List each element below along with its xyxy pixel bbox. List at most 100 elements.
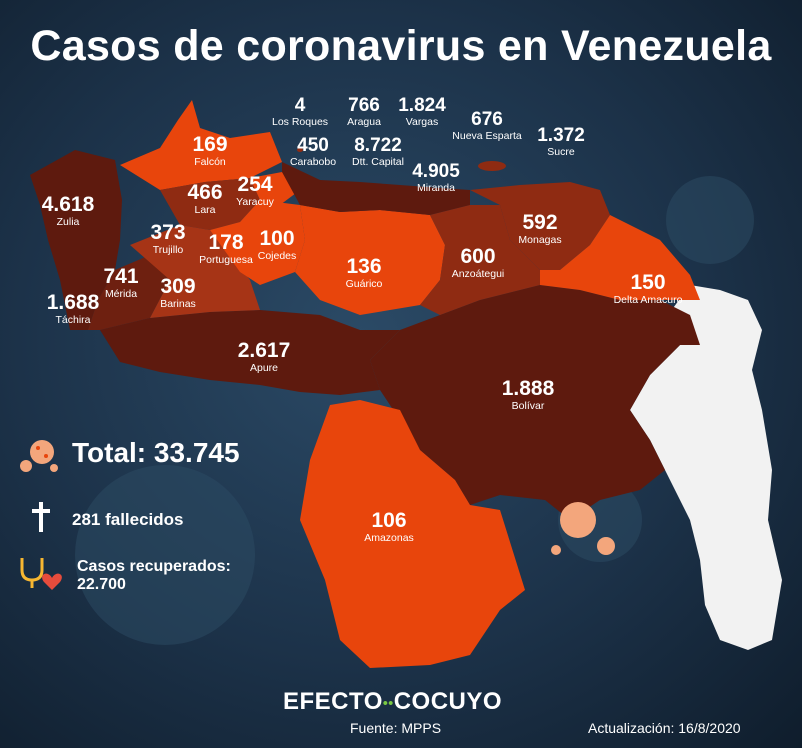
- state-name: Monagas: [518, 234, 562, 246]
- state-name: Sucre: [547, 146, 575, 158]
- state-north-central: [282, 162, 470, 215]
- state-name: Delta Amacuro: [613, 294, 683, 306]
- brand-dots: ••: [382, 694, 394, 711]
- state-name: Miranda: [417, 182, 455, 194]
- state-cases: 178: [208, 231, 244, 254]
- state-name: Táchira: [55, 314, 91, 326]
- page-title: Casos de coronavirus en Venezuela: [30, 22, 772, 70]
- state-cases: 600: [460, 245, 496, 268]
- state-name: Guárico: [345, 278, 383, 290]
- state-cases: 676: [471, 109, 503, 130]
- state-bolivar: [370, 285, 700, 520]
- state-cases: 136: [346, 255, 382, 278]
- state-cases: 254: [237, 173, 273, 196]
- updated-date: Actualización: 16/8/2020: [588, 720, 741, 736]
- state-cases: 309: [160, 275, 196, 298]
- state-label-zulia: 4.618 Zulia: [30, 194, 106, 228]
- state-label-carabobo: 450 Carabobo: [283, 136, 343, 168]
- state-label-apure: 2.617 Apure: [228, 340, 300, 374]
- state-name: Portuguesa: [199, 254, 253, 266]
- state-cases: 4.618: [41, 193, 95, 216]
- state-guarico: [295, 205, 445, 315]
- state-name: Lara: [194, 204, 216, 216]
- los-roques-island: [297, 148, 303, 152]
- virus-icon: [20, 440, 58, 472]
- state-anzoategui: [420, 205, 540, 315]
- brand-left: EFECTO: [283, 688, 383, 715]
- state-cases: 169: [192, 133, 228, 156]
- state-name: Falcón: [194, 156, 226, 168]
- deaths-count: 281 fallecidos: [72, 510, 184, 529]
- state-cases: 4: [294, 95, 306, 116]
- stethoscope-heart-icon: [20, 558, 62, 590]
- state-name: Nueva Esparta: [452, 130, 522, 142]
- state-cases: 4.905: [412, 161, 460, 182]
- state-label-sucre: 1.372 Sucre: [526, 126, 596, 158]
- state-cases: 766: [348, 95, 380, 116]
- state-cases: 1.688: [46, 291, 100, 314]
- state-trujillo-barinas: [130, 225, 260, 318]
- state-name: Vargas: [405, 116, 439, 128]
- state-label-barinas: 309 Barinas: [150, 276, 206, 310]
- state-portuguesa-cojedes: [210, 200, 305, 285]
- state-label-nueva-esparta: 676 Nueva Esparta: [448, 110, 526, 142]
- state-cases: 373: [150, 221, 186, 244]
- state-cases: 450: [297, 135, 329, 156]
- state-cases: 8.722: [354, 135, 402, 156]
- orange-virus-decoration: [551, 502, 615, 555]
- cross-icon: [32, 502, 50, 532]
- recovered-value: 22.700: [77, 575, 126, 593]
- state-label-yaracuy: 254 Yaracuy: [226, 174, 284, 208]
- brand-logo: EFECTO••COCUYO: [283, 688, 502, 716]
- state-cases: 1.372: [537, 125, 585, 146]
- state-label-guarico: 136 Guárico: [334, 256, 394, 290]
- state-falcon: [120, 100, 282, 190]
- state-cases: 1.888: [501, 377, 555, 400]
- state-cases: 466: [187, 181, 223, 204]
- state-label-trujillo: 373 Trujillo: [140, 222, 196, 256]
- state-label-vargas: 1.824 Vargas: [390, 96, 454, 128]
- state-label-dtt-capital: 8.722 Dtt. Capital: [342, 136, 414, 168]
- state-amazonas: [300, 400, 525, 668]
- state-label-anzoategui: 600 Anzoátegui: [442, 246, 514, 280]
- recovered-label: Casos recuperados:: [77, 558, 231, 575]
- state-label-merida: 741 Mérida: [94, 266, 148, 300]
- state-label-portuguesa: 178 Portuguesa: [194, 232, 258, 266]
- state-label-tachira: 1.688 Táchira: [38, 292, 108, 326]
- recovered-cases: Casos recuperados: 22.700: [77, 558, 231, 594]
- state-label-falcon: 169 Falcón: [180, 134, 240, 168]
- brand-right: COCUYO: [393, 688, 503, 715]
- state-cases: 1.824: [398, 95, 446, 116]
- total-cases: Total: 33.745: [72, 437, 240, 468]
- state-lara: [160, 178, 260, 230]
- state-cases: 741: [103, 265, 139, 288]
- state-zulia: [30, 150, 122, 330]
- state-name: Los Roques: [272, 116, 329, 128]
- state-name: Zulia: [56, 216, 80, 228]
- state-label-lara: 466 Lara: [178, 182, 232, 216]
- guyana-esequiba-region: [630, 285, 782, 650]
- state-name: Bolívar: [511, 400, 545, 412]
- state-label-miranda: 4.905 Miranda: [404, 162, 468, 194]
- state-name: Cojedes: [257, 250, 297, 262]
- state-cases: 592: [522, 211, 558, 234]
- state-label-amazonas: 106 Amazonas: [356, 510, 422, 544]
- state-label-delta-amacuro: 150 Delta Amacuro: [602, 272, 694, 306]
- state-name: Anzoátegui: [451, 268, 505, 280]
- state-tachira-merida: [88, 255, 170, 330]
- state-cases: 2.617: [237, 339, 291, 362]
- state-monagas-sucre: [470, 182, 610, 270]
- state-cases: 150: [630, 271, 666, 294]
- state-label-los-roques: 4 Los Roques: [272, 96, 328, 128]
- state-label-monagas: 592 Monagas: [508, 212, 572, 246]
- state-label-aragua: 766 Aragua: [336, 96, 392, 128]
- state-name: Barinas: [160, 298, 196, 310]
- state-name: Apure: [249, 362, 279, 374]
- nueva-esparta-island: [478, 161, 506, 171]
- state-name: Yaracuy: [236, 196, 274, 208]
- source-text: Fuente: MPPS: [350, 720, 442, 736]
- state-name: Dtt. Capital: [352, 156, 404, 168]
- state-apure: [100, 310, 400, 395]
- state-name: Carabobo: [289, 156, 337, 168]
